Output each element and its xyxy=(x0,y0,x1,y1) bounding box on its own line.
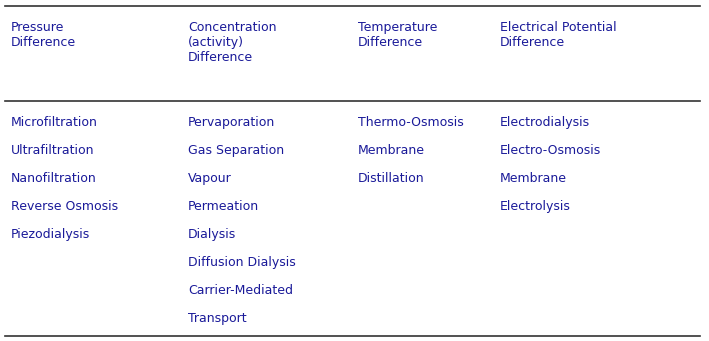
Text: Membrane: Membrane xyxy=(500,172,566,185)
Text: Pressure
Difference: Pressure Difference xyxy=(11,21,76,49)
Text: Nanofiltration: Nanofiltration xyxy=(11,172,96,185)
Text: Thermo-Osmosis: Thermo-Osmosis xyxy=(358,116,464,129)
Text: Temperature
Difference: Temperature Difference xyxy=(358,21,437,49)
Text: Dialysis: Dialysis xyxy=(188,228,236,241)
Text: Transport: Transport xyxy=(188,312,247,325)
Text: Concentration
(activity)
Difference: Concentration (activity) Difference xyxy=(188,21,277,64)
Text: Ultrafiltration: Ultrafiltration xyxy=(11,144,94,157)
Text: Diffusion Dialysis: Diffusion Dialysis xyxy=(188,256,296,269)
Text: Electrical Potential
Difference: Electrical Potential Difference xyxy=(500,21,616,49)
Text: Reverse Osmosis: Reverse Osmosis xyxy=(11,200,118,213)
Text: Carrier-Mediated: Carrier-Mediated xyxy=(188,284,293,297)
Text: Microfiltration: Microfiltration xyxy=(11,116,98,129)
Text: Pervaporation: Pervaporation xyxy=(188,116,275,129)
Text: Gas Separation: Gas Separation xyxy=(188,144,284,157)
Text: Permeation: Permeation xyxy=(188,200,259,213)
Text: Distillation: Distillation xyxy=(358,172,425,185)
Text: Piezodialysis: Piezodialysis xyxy=(11,228,90,241)
Text: Electrolysis: Electrolysis xyxy=(500,200,571,213)
Text: Electro-Osmosis: Electro-Osmosis xyxy=(500,144,601,157)
Text: Membrane: Membrane xyxy=(358,144,425,157)
Text: Electrodialysis: Electrodialysis xyxy=(500,116,590,129)
Text: Vapour: Vapour xyxy=(188,172,232,185)
